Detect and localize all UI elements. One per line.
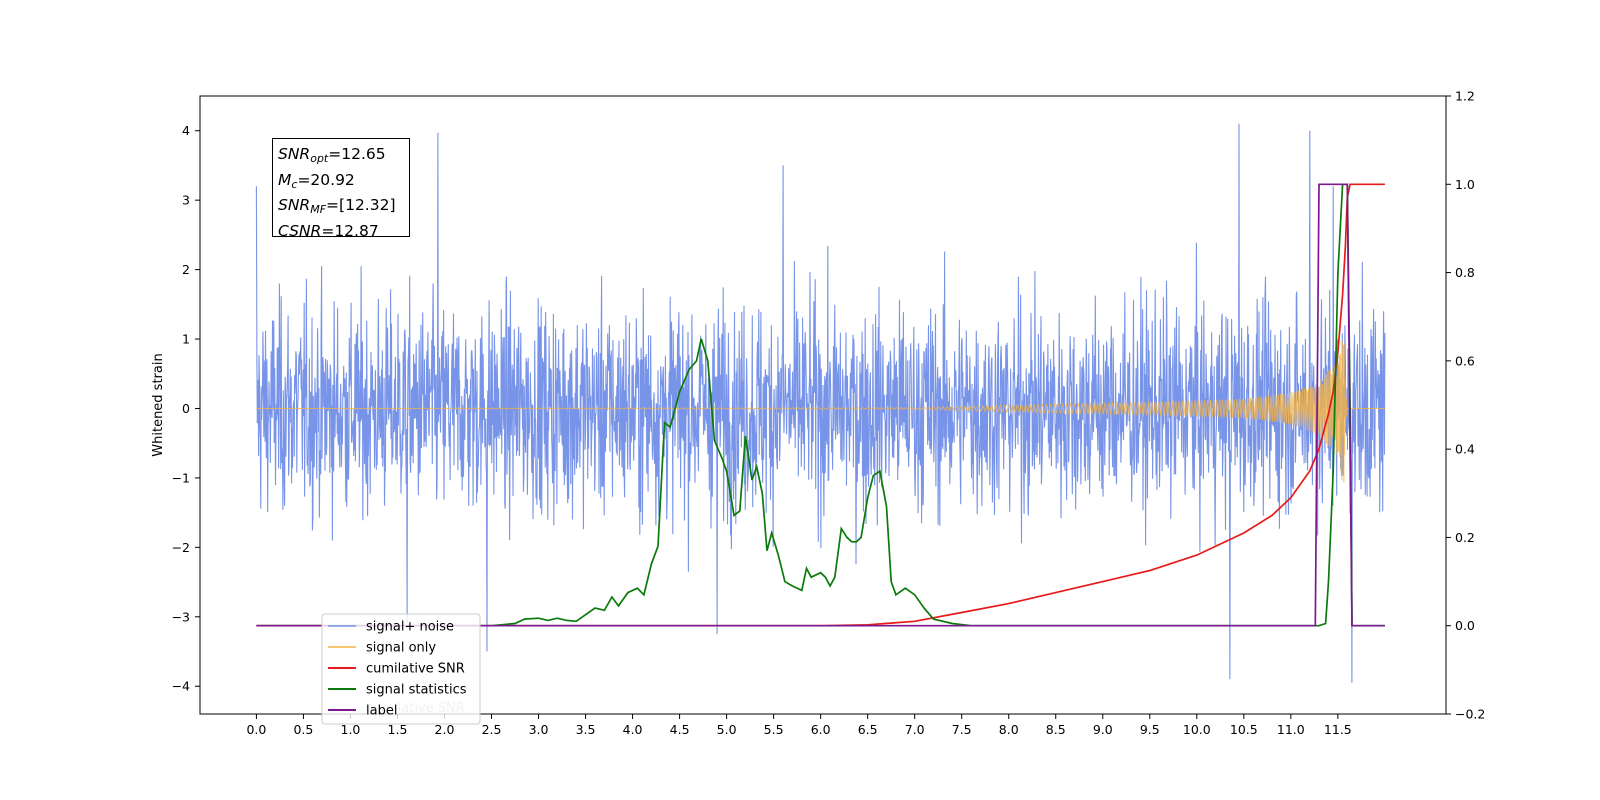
y-tick-label: −3 — [172, 609, 190, 624]
x-tick-label: 4.0 — [623, 722, 643, 737]
y2-tick-label: 1.0 — [1455, 177, 1475, 192]
x-tick-label: 10.0 — [1183, 722, 1211, 737]
x-tick-label: 8.5 — [1046, 722, 1066, 737]
legend-label-label: label — [366, 704, 397, 719]
y2-tick-label: 0.2 — [1455, 530, 1475, 545]
csnr-line: CSNR=12.87 — [278, 221, 379, 240]
x-tick-label: 4.5 — [670, 722, 690, 737]
y2-tick-label: 1.2 — [1455, 89, 1475, 104]
series-label-line — [256, 183, 1385, 627]
legend-cumulative-snr-label: cumilative SNR — [366, 662, 465, 677]
snr-mf-line: SNRMF=[12.32] — [278, 196, 396, 216]
x-axis: 0.0 0.5 1.0 1.5 2.0 2.5 3.0 3.5 4.0 4.5 5.0 5.5 6.0 6… — [246, 714, 1352, 737]
metrics-annotation-box: SNRopt=12.65 Mc=20.92 SNRMF=[12.32] CSNR… — [272, 138, 410, 240]
x-tick-label: 0.0 — [246, 722, 266, 737]
mc-line: Mc=20.92 — [278, 170, 355, 191]
x-tick-label: 9.0 — [1093, 722, 1113, 737]
x-tick-label: 8.0 — [999, 722, 1019, 737]
series-signal-statistics-line — [256, 183, 1385, 627]
y-tick-label: −2 — [172, 540, 190, 555]
x-tick-label: 2.5 — [482, 722, 502, 737]
x-tick-label: 5.5 — [764, 722, 784, 737]
x-tick-label: 5.0 — [717, 722, 737, 737]
series-cumulative-snr-line — [256, 183, 1385, 627]
x-tick-label: 11.0 — [1277, 722, 1305, 737]
y-tick-label: 1 — [182, 332, 190, 347]
snr-opt-line: SNRopt=12.65 — [278, 145, 386, 165]
y2-tick-label: 0.4 — [1455, 442, 1475, 457]
plot-area — [255, 123, 1386, 683]
y-tick-label: 0 — [182, 401, 190, 416]
axes-frame — [199, 95, 1447, 715]
y-axis-left: −4 −3 −2 −1 0 1 2 3 4 — [172, 123, 200, 694]
y-tick-label: 3 — [182, 193, 190, 208]
y-tick-label: −1 — [172, 470, 190, 485]
x-tick-label: 1.0 — [341, 722, 361, 737]
x-tick-label: 6.0 — [811, 722, 831, 737]
x-tick-label: 6.5 — [858, 722, 878, 737]
x-tick-label: 9.5 — [1140, 722, 1160, 737]
x-tick-label: 2.0 — [435, 722, 455, 737]
y2-tick-label: 0.0 — [1455, 618, 1475, 633]
x-tick-label: 3.0 — [529, 722, 549, 737]
legend-signal-noise-label: signal+ noise — [366, 620, 454, 635]
series-signal-noise-line — [255, 123, 1386, 683]
legend-signal-statistics-label: signal statistics — [366, 683, 467, 698]
x-tick-label: 7.0 — [905, 722, 925, 737]
x-tick-label: 0.5 — [293, 722, 313, 737]
y-axis-right: −0.2 0.0 0.2 0.4 0.6 0.8 1.0 1.2 — [1446, 89, 1485, 722]
y-axis-label: Whitened strain — [151, 353, 166, 456]
y2-tick-label: 0.8 — [1455, 265, 1475, 280]
x-tick-label: 7.5 — [952, 722, 972, 737]
legend-box — [321, 613, 481, 725]
y-tick-label: 4 — [182, 123, 190, 138]
y2-tick-label: 0.6 — [1455, 353, 1475, 368]
y-tick-label: 2 — [182, 262, 190, 277]
x-tick-label: 1.5 — [388, 722, 408, 737]
y2-tick-label: −0.2 — [1455, 707, 1485, 722]
legend-signal-only-label: signal only — [366, 641, 436, 656]
x-tick-label: 3.5 — [576, 722, 596, 737]
series-signal-only-line — [256, 341, 1385, 483]
x-tick-label: 10.5 — [1230, 722, 1258, 737]
y-tick-label: −4 — [172, 679, 190, 694]
x-tick-label: 11.5 — [1324, 722, 1352, 737]
